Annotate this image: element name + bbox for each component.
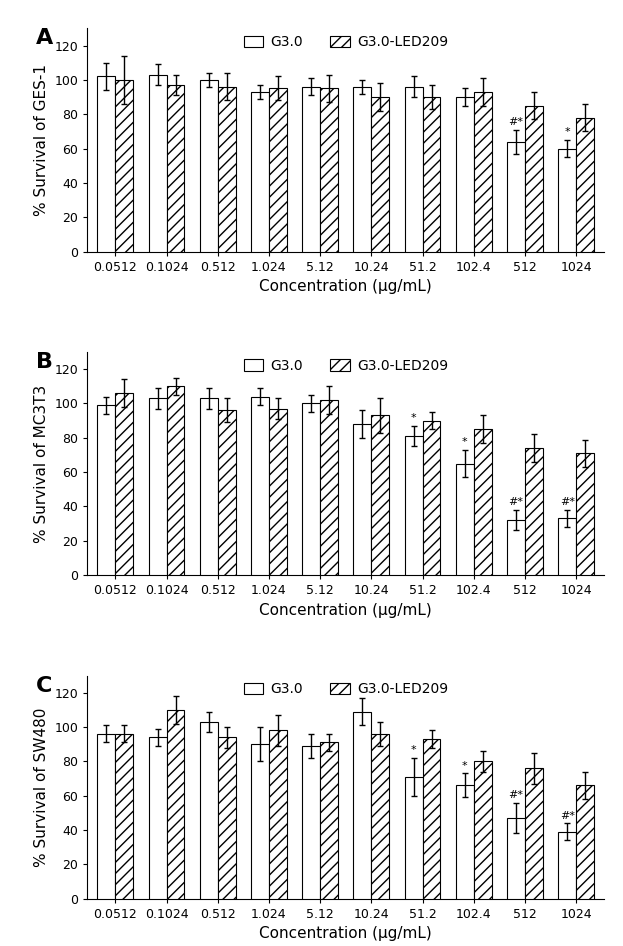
Bar bbox=[371, 415, 389, 575]
Text: *: * bbox=[411, 745, 416, 755]
Bar bbox=[473, 92, 492, 252]
X-axis label: Concentration (μg/mL): Concentration (μg/mL) bbox=[259, 926, 432, 941]
Text: #*: #* bbox=[508, 790, 523, 800]
X-axis label: Concentration (μg/mL): Concentration (μg/mL) bbox=[259, 603, 432, 618]
Bar bbox=[473, 429, 492, 575]
Bar bbox=[200, 398, 218, 575]
Bar bbox=[353, 711, 371, 899]
Bar bbox=[405, 87, 422, 252]
Bar bbox=[251, 745, 269, 899]
Bar bbox=[576, 453, 594, 575]
Bar bbox=[149, 75, 166, 252]
Bar bbox=[558, 518, 576, 575]
Bar bbox=[97, 405, 115, 575]
Text: C: C bbox=[36, 675, 52, 695]
Bar bbox=[115, 79, 133, 252]
Bar bbox=[149, 737, 166, 899]
Bar bbox=[507, 520, 525, 575]
Legend: G3.0, G3.0-LED209: G3.0, G3.0-LED209 bbox=[244, 682, 448, 696]
Bar bbox=[149, 398, 166, 575]
Bar bbox=[422, 421, 440, 575]
Bar bbox=[269, 409, 287, 575]
Bar bbox=[405, 777, 422, 899]
Bar bbox=[218, 737, 235, 899]
Text: *: * bbox=[462, 761, 468, 771]
X-axis label: Concentration (μg/mL): Concentration (μg/mL) bbox=[259, 279, 432, 294]
Bar bbox=[371, 97, 389, 252]
Bar bbox=[525, 448, 543, 575]
Bar bbox=[269, 89, 287, 252]
Bar bbox=[269, 730, 287, 899]
Bar bbox=[251, 396, 269, 575]
Bar bbox=[115, 734, 133, 899]
Bar bbox=[422, 739, 440, 899]
Text: B: B bbox=[36, 352, 52, 372]
Bar bbox=[507, 818, 525, 899]
Legend: G3.0, G3.0-LED209: G3.0, G3.0-LED209 bbox=[244, 35, 448, 49]
Y-axis label: % Survival of MC3T3: % Survival of MC3T3 bbox=[34, 384, 49, 543]
Bar bbox=[320, 89, 338, 252]
Bar bbox=[97, 77, 115, 252]
Bar bbox=[558, 832, 576, 899]
Bar bbox=[456, 785, 473, 899]
Text: *: * bbox=[411, 413, 416, 423]
Bar bbox=[251, 92, 269, 252]
Bar bbox=[507, 142, 525, 252]
Bar bbox=[200, 722, 218, 899]
Bar bbox=[320, 400, 338, 575]
Bar bbox=[166, 85, 184, 252]
Bar bbox=[558, 149, 576, 252]
Bar bbox=[166, 710, 184, 899]
Bar bbox=[166, 386, 184, 575]
Bar bbox=[456, 464, 473, 575]
Bar bbox=[525, 106, 543, 252]
Bar bbox=[456, 97, 473, 252]
Bar bbox=[576, 117, 594, 252]
Bar bbox=[200, 79, 218, 252]
Y-axis label: % Survival of GES-1: % Survival of GES-1 bbox=[34, 64, 49, 216]
Bar bbox=[473, 762, 492, 899]
Bar bbox=[525, 768, 543, 899]
Y-axis label: % Survival of SW480: % Survival of SW480 bbox=[34, 708, 49, 867]
Bar bbox=[218, 87, 235, 252]
Text: #*: #* bbox=[559, 811, 574, 820]
Bar bbox=[422, 97, 440, 252]
Bar bbox=[218, 411, 235, 575]
Text: *: * bbox=[564, 128, 570, 137]
Bar bbox=[320, 743, 338, 899]
Bar bbox=[302, 746, 320, 899]
Bar bbox=[371, 734, 389, 899]
Bar bbox=[405, 436, 422, 575]
Text: #*: #* bbox=[508, 498, 523, 507]
Bar bbox=[302, 87, 320, 252]
Bar bbox=[115, 394, 133, 575]
Text: *: * bbox=[462, 437, 468, 447]
Legend: G3.0, G3.0-LED209: G3.0, G3.0-LED209 bbox=[244, 359, 448, 373]
Bar bbox=[576, 785, 594, 899]
Bar bbox=[302, 403, 320, 575]
Bar bbox=[97, 734, 115, 899]
Text: #*: #* bbox=[559, 498, 574, 507]
Text: A: A bbox=[36, 28, 53, 48]
Bar bbox=[353, 87, 371, 252]
Text: #*: #* bbox=[508, 117, 523, 127]
Bar bbox=[353, 424, 371, 575]
